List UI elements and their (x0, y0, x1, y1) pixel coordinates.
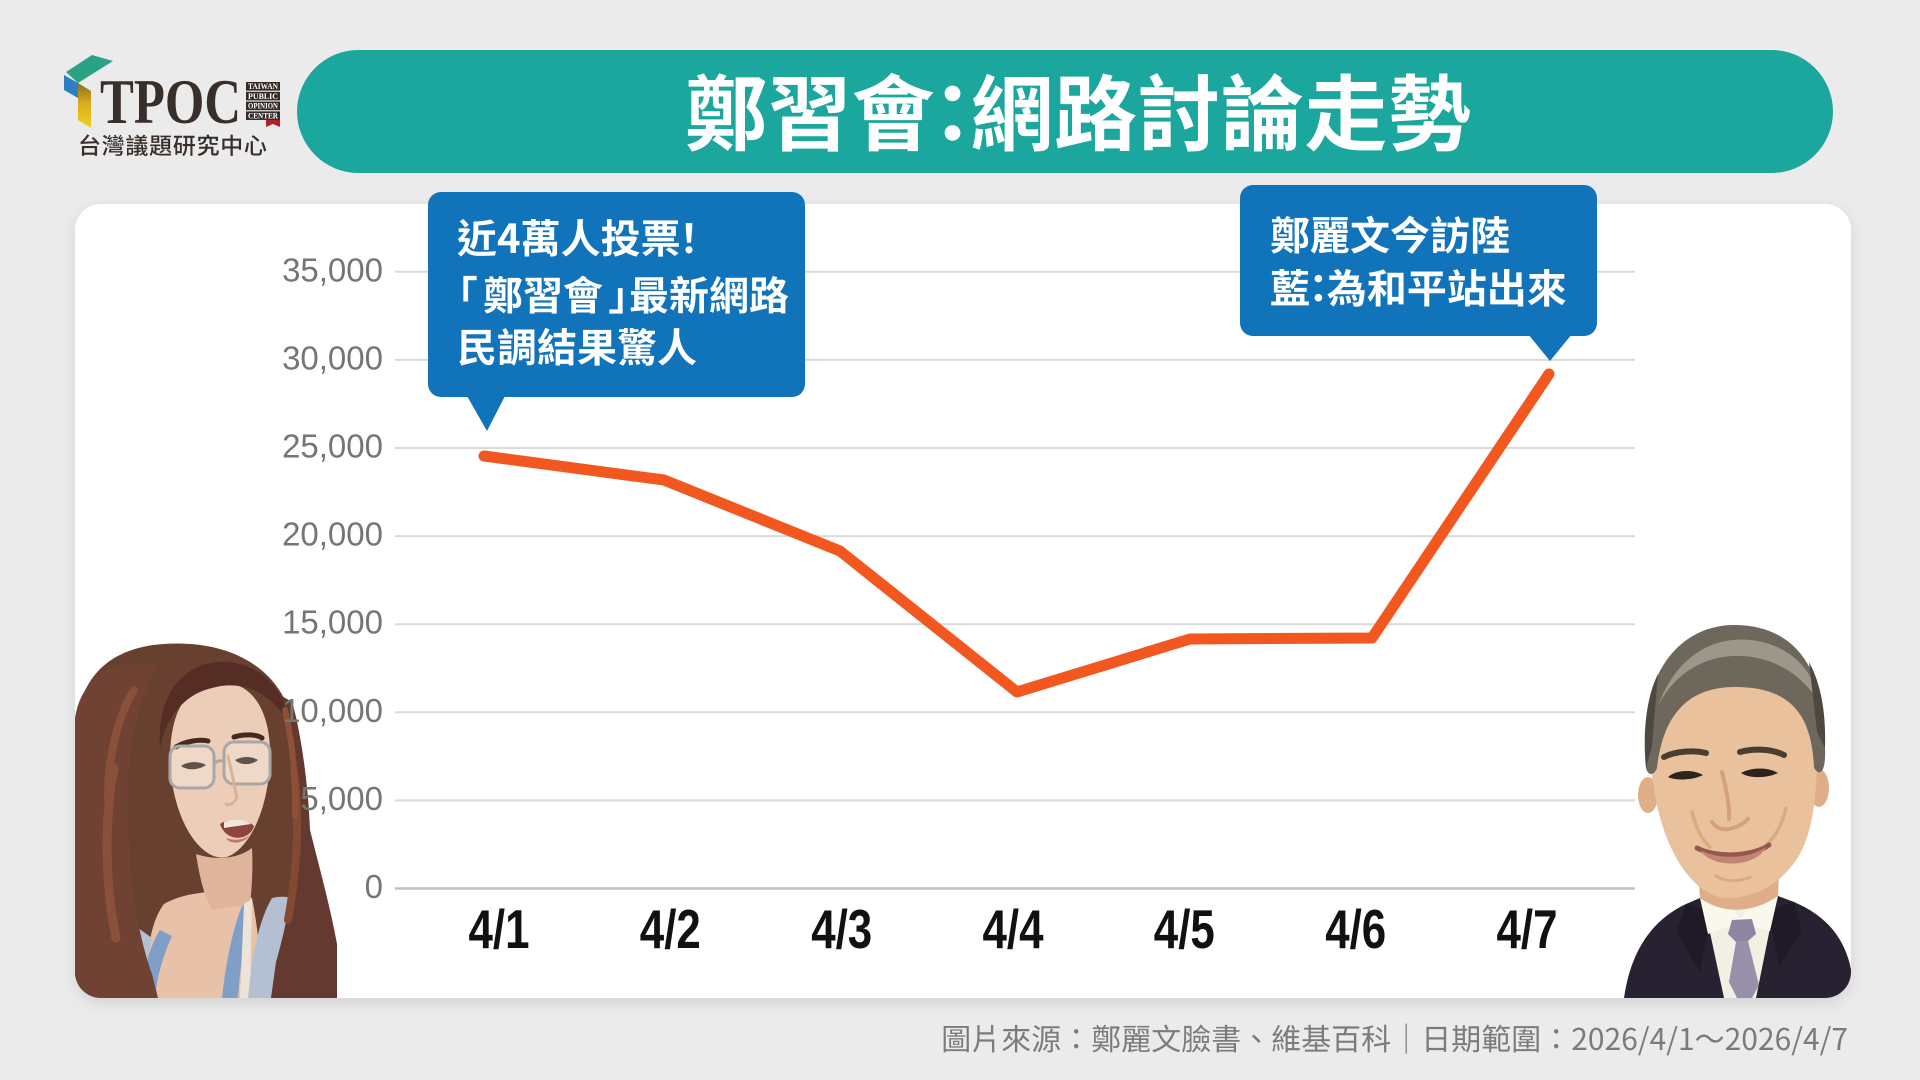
svg-text:30,000: 30,000 (282, 339, 383, 376)
svg-text:35,000: 35,000 (282, 251, 383, 288)
svg-text:25,000: 25,000 (282, 428, 383, 465)
svg-text:4/6: 4/6 (1325, 898, 1386, 960)
svg-text:4/3: 4/3 (811, 898, 872, 960)
svg-text:20,000: 20,000 (282, 516, 383, 553)
svg-text:CENTER: CENTER (248, 111, 278, 120)
svg-text:4/7: 4/7 (1497, 898, 1558, 960)
svg-text:4/4: 4/4 (983, 898, 1044, 960)
svg-text:TAIWAN: TAIWAN (248, 82, 278, 91)
svg-text:PUBLIC: PUBLIC (248, 92, 278, 101)
svg-text:4/5: 4/5 (1154, 898, 1215, 960)
svg-text:4/1: 4/1 (469, 898, 530, 960)
svg-text:10,000: 10,000 (282, 692, 383, 729)
svg-text:0: 0 (365, 868, 383, 905)
svg-text:4/2: 4/2 (640, 898, 701, 960)
svg-text:5,000: 5,000 (300, 780, 383, 817)
svg-text:OPINION: OPINION (248, 102, 278, 111)
svg-text:15,000: 15,000 (282, 604, 383, 641)
svg-text:TPOC: TPOC (100, 66, 241, 137)
